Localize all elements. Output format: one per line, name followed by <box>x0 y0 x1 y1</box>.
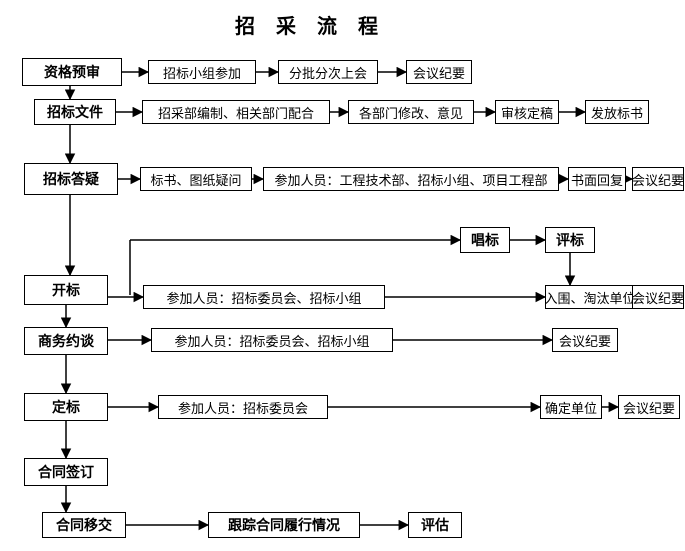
node-n29: 合同移交 <box>42 512 126 538</box>
node-n1: 资格预审 <box>22 58 122 86</box>
node-n19: 入围、淘汰单位 <box>545 285 635 309</box>
node-n10: 招标答疑 <box>24 163 118 195</box>
node-n21: 商务约谈 <box>24 327 108 355</box>
node-n25: 参加人员：招标委员会 <box>158 395 328 419</box>
node-n23: 会议纪要 <box>552 328 618 352</box>
node-n7: 各部门修改、意见 <box>348 100 474 124</box>
node-n28: 合同签订 <box>24 458 108 486</box>
node-n4: 会议纪要 <box>406 60 472 84</box>
node-n24: 定标 <box>24 393 108 421</box>
node-n22: 参加人员：招标委员会、招标小组 <box>151 328 393 352</box>
node-n8: 审核定稿 <box>495 100 559 124</box>
node-n17: 开标 <box>24 275 108 305</box>
flowchart-canvas: 招 采 流 程 资格预审招标小组参加分批分次上会会议纪要招标文件招采部编制、相关… <box>0 0 685 551</box>
node-n13: 书面回复 <box>568 167 626 191</box>
node-n27: 会议纪要 <box>618 395 680 419</box>
node-n30: 跟踪合同履行情况 <box>208 512 360 538</box>
node-n6: 招采部编制、相关部门配合 <box>142 100 330 124</box>
node-n12: 参加人员：工程技术部、招标小组、项目工程部 <box>263 167 559 191</box>
node-n20: 会议纪要 <box>632 285 684 309</box>
node-n3: 分批分次上会 <box>278 60 378 84</box>
node-n5: 招标文件 <box>34 99 116 125</box>
diagram-title: 招 采 流 程 <box>235 10 386 39</box>
node-n2: 招标小组参加 <box>148 60 256 84</box>
node-n14: 会议纪要 <box>632 167 684 191</box>
node-n18: 参加人员：招标委员会、招标小组 <box>143 285 385 309</box>
node-n9: 发放标书 <box>585 100 649 124</box>
node-n15: 唱标 <box>460 227 510 253</box>
node-n31: 评估 <box>408 512 462 538</box>
node-n26: 确定单位 <box>540 395 602 419</box>
node-n16: 评标 <box>545 227 595 253</box>
node-n11: 标书、图纸疑问 <box>140 167 252 191</box>
